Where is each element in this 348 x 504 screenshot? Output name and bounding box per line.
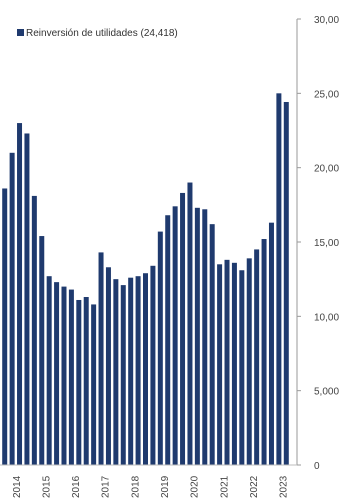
y-tick-label: 0 xyxy=(314,461,320,472)
bar xyxy=(135,276,141,465)
bar xyxy=(76,299,82,465)
y-axis: 0 5,000 10,00 15,00 20,00 25,00 30,00 xyxy=(0,15,339,472)
x-tick-label: 2018 xyxy=(130,475,141,498)
y-tick-label: 15,00 xyxy=(314,238,339,249)
bar xyxy=(61,286,67,465)
bar xyxy=(180,192,186,465)
bar xyxy=(209,224,215,465)
legend: Reinversión de utilidades (24,418) xyxy=(17,28,178,39)
legend-label: Reinversión de utilidades (24,418) xyxy=(26,28,178,39)
bar xyxy=(105,267,111,465)
bar xyxy=(9,152,15,466)
y-tick-label: 30,00 xyxy=(314,15,339,26)
bar xyxy=(128,277,134,465)
bar xyxy=(239,270,245,465)
bar xyxy=(83,297,89,465)
x-tick-label: 2023 xyxy=(279,475,290,498)
x-tick-label: 2017 xyxy=(101,475,112,498)
x-tick-label: 2021 xyxy=(219,475,230,498)
bar xyxy=(194,207,200,465)
bar xyxy=(39,236,45,465)
bar xyxy=(120,285,126,465)
bar xyxy=(17,123,23,465)
bar xyxy=(217,264,223,465)
bar xyxy=(187,182,193,465)
y-tick-label: 5,000 xyxy=(314,387,339,398)
bar xyxy=(254,249,260,465)
x-axis-labels: 2014 2015 2016 2017 2018 2019 2020 2021 2022 2023 xyxy=(12,475,290,498)
bar xyxy=(283,101,289,466)
bar xyxy=(98,252,104,465)
bar xyxy=(2,188,8,466)
bar xyxy=(46,276,52,465)
y-tick-label: 10,00 xyxy=(314,312,339,323)
bars-group xyxy=(2,93,289,466)
x-tick-label: 2015 xyxy=(41,475,52,498)
bar xyxy=(172,206,178,465)
bar xyxy=(113,279,119,465)
bar xyxy=(24,133,30,465)
bar xyxy=(261,239,267,465)
x-tick-label: 2022 xyxy=(249,475,260,498)
bar xyxy=(54,282,60,465)
bar xyxy=(224,259,230,465)
bar xyxy=(91,304,97,465)
x-tick-label: 2016 xyxy=(71,475,82,498)
bar xyxy=(31,195,37,465)
legend-swatch xyxy=(17,29,24,36)
bar xyxy=(157,231,163,465)
bar xyxy=(268,222,274,465)
bar xyxy=(143,273,148,465)
y-tick-label: 20,00 xyxy=(314,164,339,175)
bar xyxy=(202,209,208,465)
bar xyxy=(150,265,156,465)
bar xyxy=(68,289,74,465)
y-tick-label: 25,00 xyxy=(314,89,339,100)
bar xyxy=(246,258,252,465)
bar xyxy=(165,215,171,465)
x-tick-label: 2020 xyxy=(190,475,201,498)
x-tick-label: 2019 xyxy=(160,475,171,498)
bar xyxy=(276,93,282,465)
bar xyxy=(231,262,237,465)
x-tick-label: 2014 xyxy=(12,475,23,498)
